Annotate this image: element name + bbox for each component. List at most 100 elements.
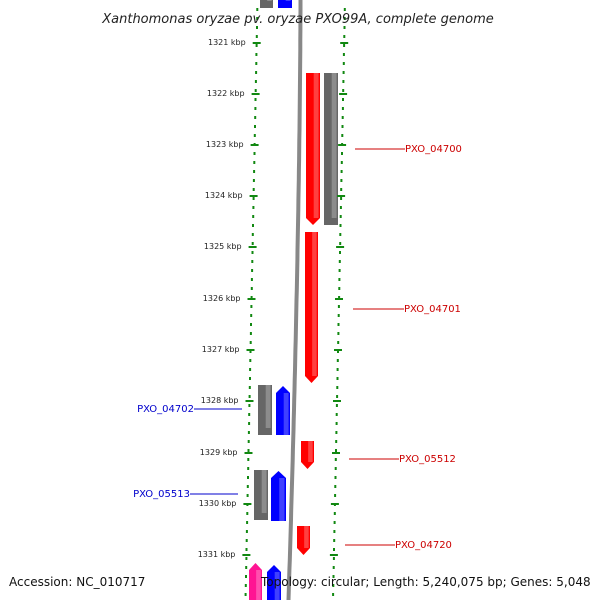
gene-label: PXO_05513 [133, 489, 190, 500]
ring-dot [341, 107, 344, 110]
ring-dot [247, 431, 250, 434]
ring-dot [250, 296, 253, 299]
ring-dot [245, 530, 248, 533]
ring-dot [256, 8, 259, 11]
ring-dot [338, 296, 341, 299]
ring-dot [253, 134, 256, 137]
tick-mark [340, 42, 349, 44]
ring-dot [256, 26, 258, 29]
tick-mark [248, 246, 257, 248]
ring-dot [332, 575, 335, 578]
ring-dot [335, 449, 337, 452]
ring-dot [251, 269, 254, 272]
tick-mark [244, 452, 253, 454]
gene-feature-red [301, 441, 314, 469]
gene-feature-red-shade [312, 232, 317, 376]
tick-mark [247, 298, 256, 300]
gene-feature-blue-shade [285, 0, 291, 1]
gene-feature-blue [271, 471, 286, 521]
ring-dot [253, 152, 256, 155]
tick-label: 1330 kbp [199, 499, 237, 508]
tick-mark [334, 349, 342, 351]
ring-dot [246, 494, 249, 497]
gene-feature-grey [260, 0, 273, 8]
ring-dot [339, 251, 341, 254]
ring-dot [255, 44, 258, 47]
tick-mark [242, 554, 251, 556]
tick-mark [243, 503, 252, 505]
tick-label: 1327 kbp [202, 345, 240, 354]
ring-dot [250, 278, 253, 281]
genome-summary-text: Topology: circular; Length: 5,240,075 bp… [260, 575, 591, 589]
ring-dot [341, 116, 344, 119]
ring-dot [254, 89, 257, 92]
tick-mark [330, 503, 339, 505]
ring-dot [254, 80, 257, 83]
tick-label: 1322 kbp [207, 89, 245, 98]
gene-feature-grey [324, 73, 338, 225]
gene-label: PXO_04720 [395, 540, 452, 551]
ring-dot [248, 422, 251, 425]
ring-dot [337, 332, 340, 335]
ring-dot [256, 17, 259, 20]
ring-dot [342, 62, 345, 65]
gene-feature-grey [254, 470, 268, 520]
ring-dot [251, 242, 254, 245]
ring-dot [252, 215, 255, 218]
tick-mark [250, 144, 259, 146]
ring-dot [250, 287, 253, 290]
ring-dot [252, 188, 255, 191]
ring-dot [334, 485, 337, 488]
ring-dot [255, 53, 258, 56]
gene-feature-magenta-shade [256, 570, 261, 600]
ring-dot [341, 134, 344, 137]
ring-dot [255, 62, 258, 65]
ring-dot [333, 548, 335, 551]
tick-mark [335, 298, 343, 300]
ring-dot [337, 350, 339, 353]
ring-dot [336, 386, 339, 389]
ring-dot [245, 566, 248, 569]
tick-label: 1325 kbp [204, 242, 242, 251]
ring-dot [246, 485, 249, 488]
ring-dot [334, 476, 337, 479]
ring-dot [332, 584, 335, 587]
tick-layer: 1321 kbp 1322 kbp 1323 kbp 1324 kbp 1325 kbp… [198, 38, 349, 559]
ring-dot [340, 179, 343, 182]
label-leader-layer: PXO_04700 PXO_04701 PXO_04702 PXO_05512 PXO_… [133, 144, 462, 551]
tick-mark [337, 195, 346, 197]
ring-dot [339, 206, 342, 209]
feature-layer [249, 0, 338, 600]
ring-dot [343, 35, 346, 38]
gene-feature-magenta [249, 563, 262, 600]
gene-feature-grey-shade [261, 470, 267, 513]
ring-dot [343, 44, 346, 47]
ring-dot [249, 341, 252, 344]
gene-feature-red [306, 73, 320, 225]
ring-dot [341, 152, 343, 155]
ring-dot [333, 521, 336, 524]
ring-dot [255, 35, 258, 38]
ring-dot [343, 8, 346, 11]
ring-dot [248, 413, 251, 416]
ring-dot [252, 179, 255, 182]
ring-dot [250, 314, 253, 317]
gene-feature-blue-shade [279, 478, 285, 521]
ring-dot [342, 80, 345, 83]
ring-dot [340, 188, 343, 191]
gene-feature-blue [278, 0, 292, 8]
ring-dot [338, 260, 341, 263]
gene-label: PXO_04701 [404, 304, 461, 315]
ring-dot [337, 341, 340, 344]
ring-dot [250, 323, 252, 326]
gene-feature-blue-shade [283, 393, 289, 435]
ring-dot [254, 98, 257, 101]
ring-dot [340, 161, 343, 164]
ring-dot [249, 332, 252, 335]
ring-dot [254, 116, 257, 119]
ring-dot [245, 548, 248, 551]
ring-dot [253, 170, 256, 173]
ring-dot [245, 539, 248, 542]
ring-dot [338, 269, 341, 272]
